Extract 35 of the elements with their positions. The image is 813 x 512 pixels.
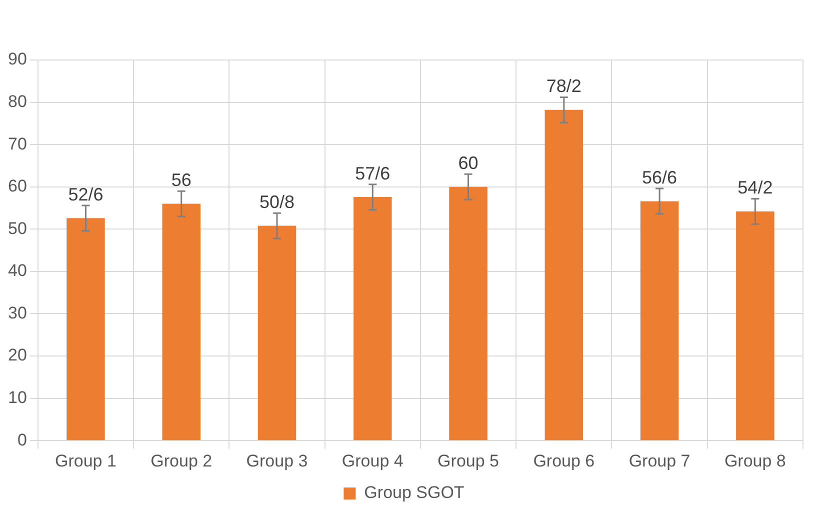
bar <box>354 197 392 440</box>
y-tick-label: 80 <box>8 92 27 111</box>
x-tick-label: Group 8 <box>724 451 786 470</box>
data-label: 50/8 <box>259 192 295 212</box>
bar <box>258 226 296 440</box>
y-tick-label: 60 <box>8 176 27 196</box>
x-tick-label: Group 7 <box>628 451 690 470</box>
data-label: 60 <box>458 153 478 174</box>
bar <box>544 110 584 440</box>
data-label: 56/6 <box>642 168 678 188</box>
x-tick-label: Group 4 <box>342 451 404 470</box>
data-label: 78/2 <box>546 76 582 96</box>
y-tick-label: 30 <box>8 303 27 322</box>
y-tick-label: 20 <box>8 346 27 365</box>
bar <box>736 211 774 440</box>
bar <box>449 186 488 440</box>
x-tick-label: Group 6 <box>533 451 595 470</box>
bar <box>640 201 679 440</box>
x-tick-label: Group 5 <box>438 451 499 470</box>
y-tick-label: 0 <box>17 430 27 450</box>
x-tick-label: Group 2 <box>150 451 212 470</box>
x-tick-label: Group 3 <box>246 451 308 470</box>
data-label: 57/6 <box>355 163 390 184</box>
data-label: 52/6 <box>68 184 104 204</box>
y-tick-label: 90 <box>8 50 27 69</box>
data-label: 54/2 <box>738 178 773 198</box>
bar <box>162 204 200 440</box>
y-tick-label: 40 <box>8 261 27 280</box>
x-tick-label: Group 1 <box>55 451 116 470</box>
data-label: 56 <box>171 170 192 190</box>
y-tick-label: 10 <box>8 388 27 407</box>
legend-label: Group SGOT <box>364 483 464 502</box>
y-tick-label: 50 <box>8 218 27 238</box>
bar <box>66 218 105 440</box>
y-tick-label: 70 <box>8 134 27 154</box>
